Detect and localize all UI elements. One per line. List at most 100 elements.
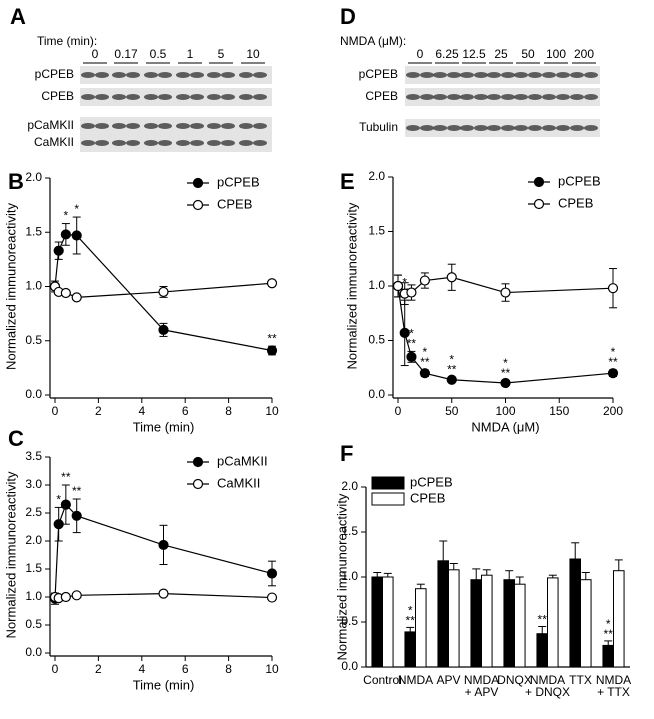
legend-marker [192, 456, 204, 468]
significance: ** [267, 331, 277, 345]
blot-band [528, 125, 542, 131]
legend-label: CPEB [217, 196, 252, 211]
y-tick-label: 1.5 [25, 224, 42, 238]
marker [71, 292, 82, 303]
y-tick-label: 0.5 [341, 614, 358, 628]
legend-swatch [371, 476, 405, 490]
blot-band [584, 94, 598, 100]
blot-band [126, 72, 140, 78]
blot-band [81, 94, 95, 100]
bar [503, 579, 516, 668]
legend-label: pCPEB [410, 474, 453, 489]
marker [53, 519, 64, 530]
lane-label: 50 [521, 47, 535, 61]
blot-band [95, 72, 109, 78]
y-tick-label: 3.5 [25, 449, 42, 463]
error-bar [472, 568, 481, 580]
blot-band [95, 123, 109, 129]
blot-band [570, 94, 584, 100]
blot-band [556, 94, 570, 100]
x-tick-label: NMDA [464, 673, 499, 687]
marker [60, 229, 71, 240]
bar [514, 583, 526, 668]
blot-band [460, 125, 474, 131]
legend-label: CPEB [410, 490, 445, 505]
x-tick-label: 4 [138, 404, 145, 418]
y-axis-label: Normalized immunoreactivity [334, 493, 349, 660]
blot-band [528, 72, 542, 78]
y-tick-label: 0.0 [341, 659, 358, 673]
marker [71, 230, 82, 241]
marker [500, 287, 511, 298]
error-bar [604, 640, 613, 646]
x-tick-label: 0 [52, 662, 59, 676]
significance: ** [604, 627, 614, 641]
band-label: pCPEB [359, 67, 398, 81]
blot-band [207, 72, 221, 78]
blot-band [144, 94, 158, 100]
blot-band [556, 125, 570, 131]
legend-label: pCPEB [558, 173, 601, 188]
blot-band [176, 123, 190, 129]
bar [448, 569, 460, 668]
blot-band [239, 72, 253, 78]
marker [60, 499, 71, 510]
significance: * [56, 493, 61, 507]
blot-band [487, 125, 501, 131]
blot-band [406, 94, 420, 100]
marker [158, 324, 169, 335]
x-tick-label: 200 [603, 404, 623, 418]
legend-label: pCaMKII [217, 453, 268, 468]
blot-band [570, 125, 584, 131]
lane-label: 12.5 [462, 47, 486, 61]
legend-marker [192, 478, 204, 490]
error-bar [416, 583, 425, 589]
blot-band [474, 72, 488, 78]
x-tick-label: 100 [495, 404, 515, 418]
blot-band [528, 94, 542, 100]
significance: * [64, 209, 69, 223]
y-tick-label: 0.0 [25, 387, 42, 401]
bar [569, 558, 582, 668]
legend-marker [192, 199, 204, 211]
blot-band [420, 125, 434, 131]
blot-band [584, 125, 598, 131]
significance: * [503, 356, 508, 370]
band-label: CaMKII [34, 135, 74, 149]
blot-band [158, 140, 172, 146]
bar [536, 633, 549, 668]
marker [419, 368, 430, 379]
bar [602, 644, 615, 668]
blot-band [501, 72, 515, 78]
marker [500, 377, 511, 389]
x-axis-label: Time (min) [133, 677, 195, 692]
x-tick-label: 6 [182, 404, 189, 418]
blot-band [112, 123, 126, 129]
bar [382, 576, 394, 668]
significance: * [606, 617, 611, 631]
panel-label: D [340, 4, 356, 29]
blot-band [158, 123, 172, 129]
marker [392, 280, 404, 292]
legend-swatch [371, 492, 405, 506]
y-tick-label: 1.5 [368, 224, 385, 238]
blot-band [420, 72, 434, 78]
lane-label: 1 [187, 47, 194, 61]
blot-band [126, 140, 140, 146]
marker [266, 345, 278, 356]
bar [404, 631, 417, 668]
blot-band [207, 94, 221, 100]
marker [158, 539, 169, 551]
blot-band [221, 94, 235, 100]
error-bar [373, 572, 382, 577]
x-tick-label: 8 [225, 662, 232, 676]
x-tick-label: + TTX [597, 685, 630, 699]
y-tick-label: 2.0 [368, 169, 385, 183]
error-bar [548, 574, 557, 578]
blot-band [570, 72, 584, 78]
significance: * [409, 327, 414, 341]
y-tick-label: 1.0 [368, 278, 385, 292]
marker [53, 245, 64, 256]
lane-label: 100 [546, 47, 566, 61]
panel-label: E [340, 169, 355, 194]
